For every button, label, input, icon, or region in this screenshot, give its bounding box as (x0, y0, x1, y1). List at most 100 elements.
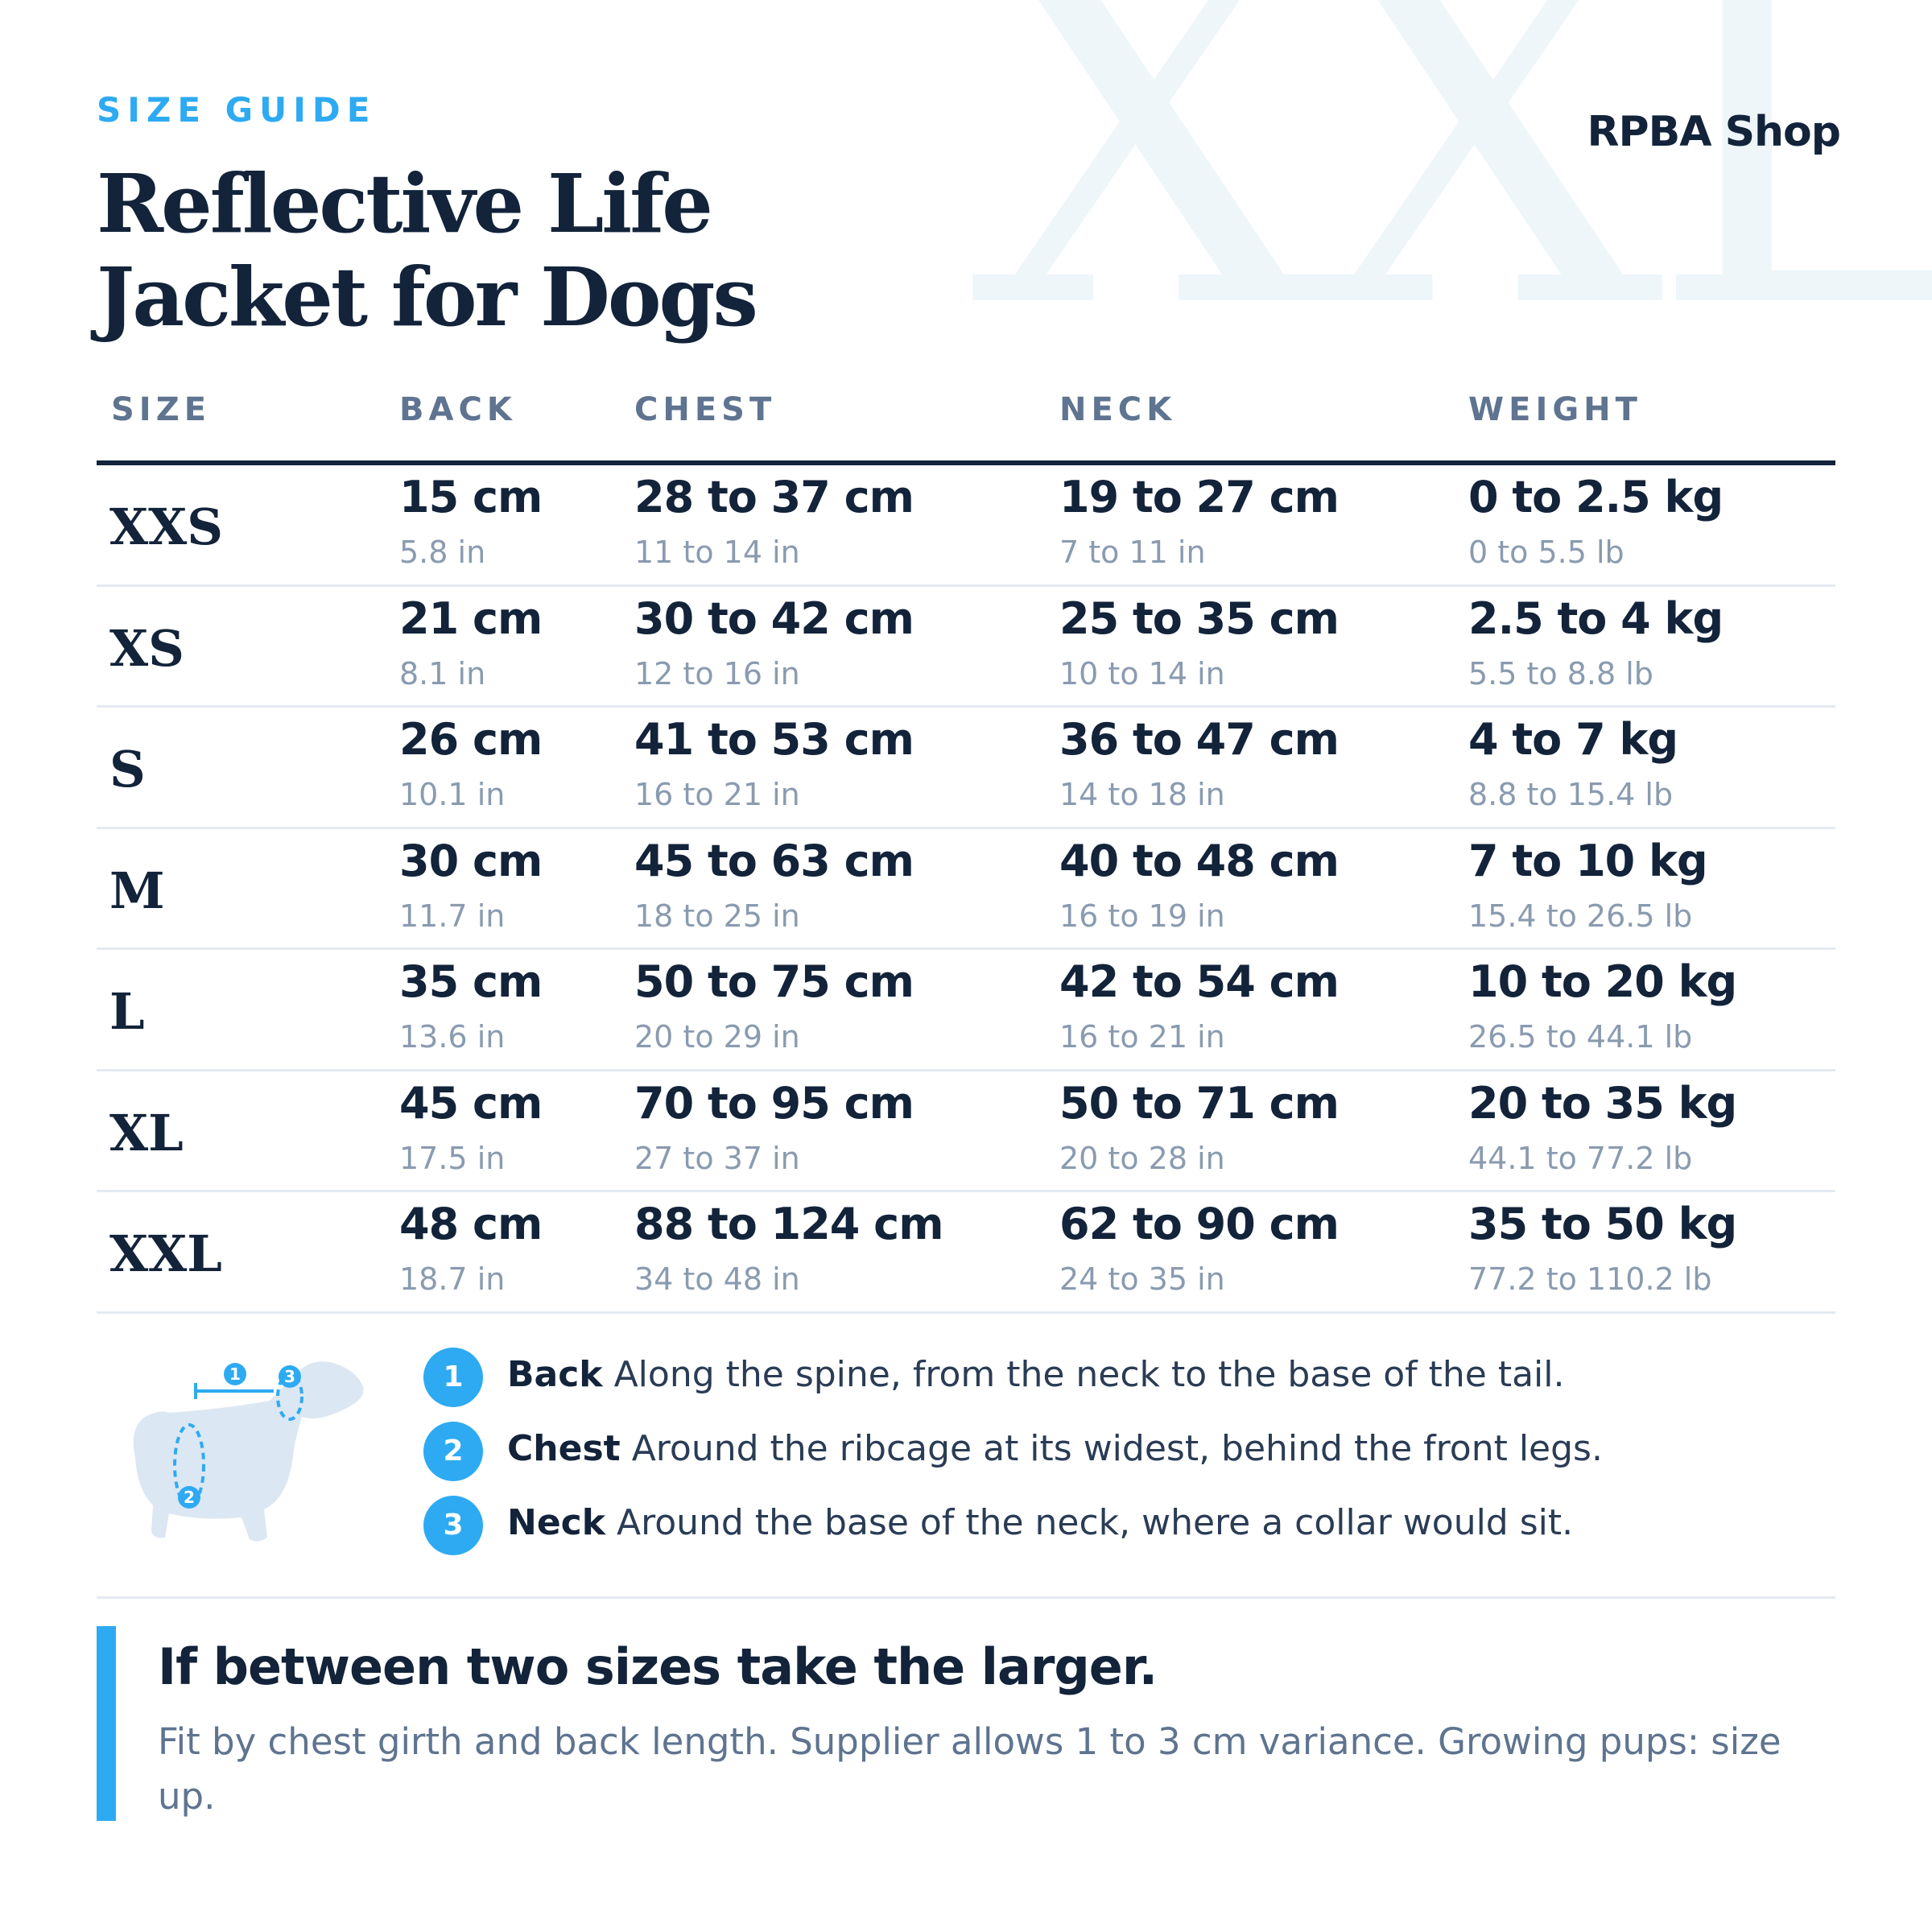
column-header: BACK (399, 391, 517, 428)
legend-text: Along the spine, from the neck to the ba… (613, 1354, 1565, 1395)
measure-primary: 30 cm (399, 835, 543, 886)
note-body: Fit by chest girth and back length. Supp… (158, 1720, 1781, 1818)
legend-row: Back Along the spine, from the neck to t… (507, 1354, 1565, 1395)
measure-secondary: 16 to 21 in (634, 777, 800, 812)
measure-primary: 50 to 71 cm (1059, 1077, 1340, 1129)
legend-term: Chest (507, 1428, 621, 1469)
row-divider (97, 705, 1835, 708)
measure-primary: 36 to 47 cm (1059, 714, 1340, 765)
measure-primary: 10 to 20 kg (1468, 956, 1737, 1007)
measure-secondary: 44.1 to 77.2 lb (1468, 1140, 1693, 1176)
measure-secondary: 14 to 18 in (1059, 777, 1225, 812)
row-divider (97, 947, 1835, 950)
measure-secondary: 13.6 in (399, 1019, 506, 1055)
measure-primary: 26 cm (399, 714, 543, 765)
measure-secondary: 18 to 25 in (634, 898, 800, 934)
measure-primary: 45 cm (399, 1077, 543, 1129)
measure-secondary: 12 to 16 in (634, 655, 800, 691)
size-label: XXL (109, 1224, 222, 1283)
measure-primary: 45 to 63 cm (634, 835, 914, 886)
legend-term: Back (507, 1354, 603, 1395)
measure-secondary: 18.7 in (399, 1261, 506, 1297)
legend-term: Neck (507, 1502, 606, 1543)
size-label: XL (109, 1103, 184, 1162)
measure-secondary: 7 to 11 in (1059, 535, 1206, 570)
column-header: WEIGHT (1468, 391, 1642, 428)
row-divider (97, 1190, 1835, 1192)
eyebrow: SIZE GUIDE (97, 90, 377, 130)
badge: 1 (229, 1364, 241, 1384)
measure-secondary: 26.5 to 44.1 lb (1468, 1019, 1693, 1055)
divider (97, 1596, 1835, 1599)
measure-primary: 50 to 75 cm (634, 956, 914, 1007)
measure-primary: 7 to 10 kg (1468, 835, 1708, 886)
measure-secondary: 77.2 to 110.2 lb (1468, 1261, 1712, 1297)
measure-secondary: 10 to 14 in (1059, 655, 1225, 691)
measure-secondary: 17.5 in (399, 1140, 506, 1176)
measure-primary: 0 to 2.5 kg (1468, 472, 1724, 522)
row-divider (97, 1311, 1835, 1314)
size-label: L (109, 982, 145, 1041)
column-header: CHEST (634, 391, 777, 428)
header-rule (97, 460, 1835, 465)
measure-secondary: 8.8 to 15.4 lb (1468, 777, 1674, 812)
badge: 3 (284, 1367, 295, 1386)
legend-row: Chest Around the ribcage at its widest, … (507, 1428, 1603, 1469)
measure-secondary: 5.5 to 8.8 lb (1468, 655, 1653, 691)
badge: 2 (184, 1488, 195, 1507)
measure-secondary: 20 to 29 in (634, 1019, 800, 1055)
legend-row: Neck Around the base of the neck, where … (507, 1502, 1573, 1543)
watermark: XXL (970, 0, 1932, 419)
dog-illustration: 1 2 3 (133, 1361, 364, 1542)
measure-secondary: 34 to 48 in (634, 1261, 800, 1297)
measure-primary: 15 cm (399, 472, 543, 522)
measure-primary: 28 to 37 cm (634, 472, 914, 522)
size-label: XXS (109, 497, 223, 556)
measure-primary: 25 to 35 cm (1059, 592, 1340, 644)
measure-primary: 35 to 50 kg (1468, 1199, 1737, 1249)
size-label: M (109, 861, 165, 920)
measure-primary: 19 to 27 cm (1059, 472, 1340, 522)
measure-secondary: 11 to 14 in (634, 535, 800, 570)
measure-secondary: 5.8 in (399, 535, 486, 570)
brand: RPBA Shop (1587, 108, 1841, 156)
legend-text: Around the base of the neck, where a col… (617, 1502, 1574, 1543)
row-divider (97, 1068, 1835, 1071)
measure-secondary: 16 to 21 in (1059, 1019, 1225, 1055)
accent-bar (97, 1626, 116, 1821)
size-label: S (109, 740, 146, 799)
legend-number: 1 (423, 1348, 483, 1407)
measure-secondary: 24 to 35 in (1059, 1261, 1225, 1297)
measure-secondary: 27 to 37 in (634, 1140, 800, 1176)
measure-secondary: 8.1 in (399, 655, 486, 691)
legend-number: 2 (423, 1422, 483, 1481)
note-heading: If between two sizes take the larger. (158, 1637, 1158, 1696)
measure-secondary: 11.7 in (399, 898, 506, 934)
measure-primary: 30 to 42 cm (634, 592, 914, 644)
title: Reflective Life Jacket for Dogs (97, 156, 758, 345)
measure-primary: 40 to 48 cm (1059, 835, 1340, 886)
column-header: NECK (1059, 391, 1177, 428)
measure-primary: 2.5 to 4 kg (1468, 592, 1724, 644)
column-header: SIZE (111, 391, 212, 428)
row-divider (97, 826, 1835, 829)
measure-primary: 41 to 53 cm (634, 714, 914, 765)
measure-secondary: 16 to 19 in (1059, 898, 1225, 934)
measure-primary: 70 to 95 cm (634, 1077, 914, 1129)
measure-primary: 35 cm (399, 956, 543, 1007)
legend-text: Around the ribcage at its widest, behind… (631, 1428, 1603, 1469)
measure-primary: 62 to 90 cm (1059, 1199, 1340, 1249)
measure-primary: 48 cm (399, 1199, 543, 1249)
measure-primary: 20 to 35 kg (1468, 1077, 1737, 1129)
measure-primary: 4 to 7 kg (1468, 714, 1678, 765)
measure-secondary: 10.1 in (399, 777, 506, 812)
measure-primary: 21 cm (399, 592, 543, 644)
size-label: XS (109, 618, 184, 678)
measure-secondary: 20 to 28 in (1059, 1140, 1225, 1176)
measure-secondary: 15.4 to 26.5 lb (1468, 898, 1693, 934)
measure-secondary: 0 to 5.5 lb (1468, 535, 1624, 570)
legend-number: 3 (423, 1496, 483, 1555)
measure-primary: 88 to 124 cm (634, 1199, 943, 1249)
row-divider (97, 584, 1835, 587)
